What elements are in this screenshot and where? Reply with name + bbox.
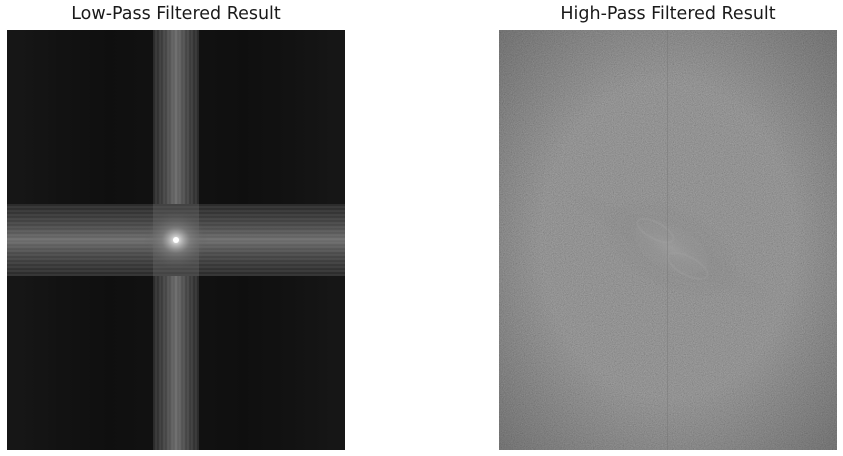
high-pass-spectrum-image: [499, 30, 837, 450]
low-pass-spectrum-image: [7, 30, 345, 450]
low-pass-image-frame: [7, 30, 345, 450]
high-pass-title: High-Pass Filtered Result: [560, 4, 776, 24]
low-pass-title: Low-Pass Filtered Result: [71, 4, 281, 24]
high-pass-image-frame: [499, 30, 837, 450]
